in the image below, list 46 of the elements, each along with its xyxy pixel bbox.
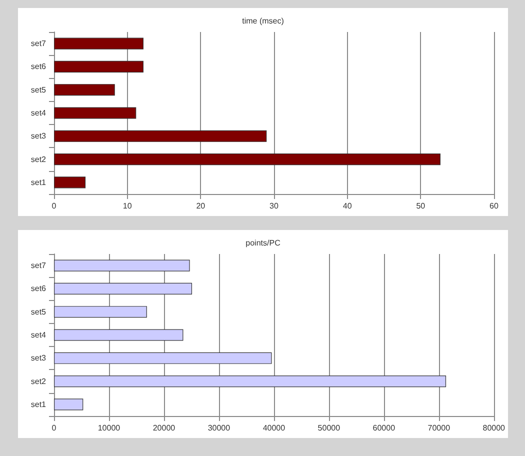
y-tick-label: set3 xyxy=(30,354,47,363)
x-tick-label: 50 xyxy=(416,202,426,210)
y-tick-label: set4 xyxy=(30,330,47,340)
y-tick-label: set5 xyxy=(30,307,47,316)
y-tick-label: set2 xyxy=(30,154,47,164)
bar xyxy=(54,306,147,318)
bar xyxy=(54,352,272,364)
bar xyxy=(54,107,136,119)
x-tick-label: 60000 xyxy=(372,424,396,432)
y-tick-label: set4 xyxy=(30,108,47,118)
y-tick-label: set2 xyxy=(30,376,47,386)
y-tick-label: set6 xyxy=(30,284,47,294)
y-tick-label: set1 xyxy=(30,178,47,187)
x-tick-label: 20 xyxy=(196,202,206,210)
bar xyxy=(54,130,267,142)
y-tick-label: set3 xyxy=(30,132,47,141)
chart-title: time (msec) xyxy=(242,16,284,26)
bar xyxy=(54,84,115,96)
x-tick-label: 50000 xyxy=(318,424,341,432)
bar xyxy=(54,376,446,388)
x-tick-label: 10000 xyxy=(98,424,121,432)
bar xyxy=(54,282,192,294)
y-tick-label: set7 xyxy=(30,261,47,270)
y-tick-label: set6 xyxy=(30,62,47,72)
x-tick-label: 40 xyxy=(342,202,352,210)
bar xyxy=(54,38,144,50)
bar xyxy=(54,60,144,72)
x-tick-label: 30000 xyxy=(208,424,231,432)
x-tick-label: 20000 xyxy=(152,424,176,432)
y-tick-label: set7 xyxy=(30,39,47,48)
x-tick-label: 60 xyxy=(490,202,499,210)
bar xyxy=(54,398,84,410)
bar xyxy=(54,260,190,272)
x-tick-label: 80000 xyxy=(482,424,506,432)
bar xyxy=(54,329,184,341)
x-tick-label: 70000 xyxy=(428,424,451,432)
x-tick-label: 0 xyxy=(52,424,57,432)
y-tick-label: set1 xyxy=(30,400,47,409)
bar xyxy=(54,154,440,166)
y-tick-label: set5 xyxy=(30,85,47,94)
x-tick-label: 30 xyxy=(270,202,279,210)
x-tick-label: 10 xyxy=(122,202,132,210)
x-tick-label: 0 xyxy=(52,202,57,210)
bar xyxy=(54,176,86,188)
chart-title: points/PC xyxy=(246,238,281,248)
x-tick-label: 40000 xyxy=(262,424,286,432)
